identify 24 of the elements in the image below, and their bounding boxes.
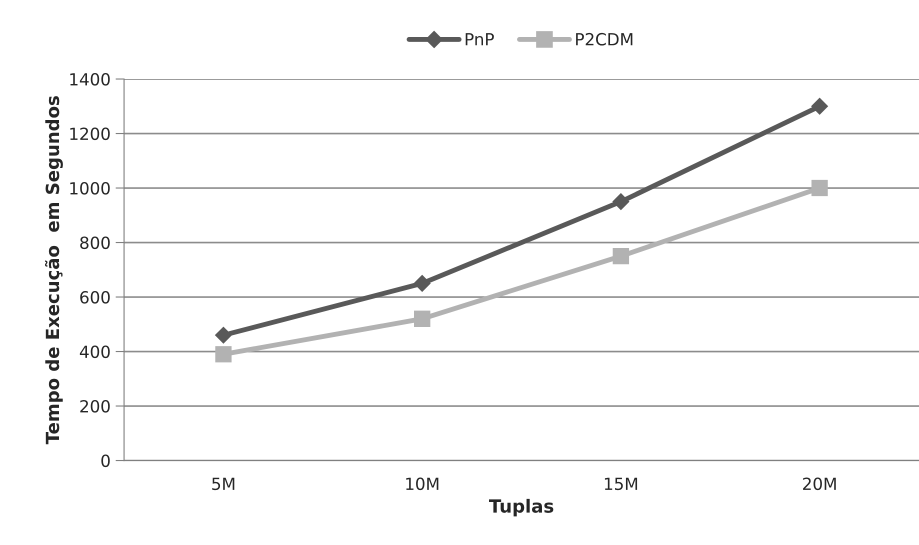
x-axis-title: Tuplas	[489, 498, 554, 516]
point	[612, 248, 630, 264]
point	[414, 310, 430, 327]
point	[811, 180, 828, 196]
y-tick-label: 400	[80, 345, 110, 358]
point	[215, 326, 232, 344]
y-tick-label: 200	[80, 400, 110, 413]
point	[811, 98, 828, 115]
point	[612, 193, 630, 210]
x-tick-label: 5M	[212, 478, 234, 490]
y-tick-label: 1000	[70, 182, 110, 195]
x-tick-label: 20M	[803, 477, 836, 490]
y-axis-title: Tempo de Execução em Segundos	[44, 96, 63, 444]
y-tick-label: 1200	[70, 127, 110, 140]
point	[215, 346, 232, 362]
y-tick-label: 600	[80, 290, 110, 304]
x-tick-label: 15M	[604, 478, 638, 490]
y-tick-label: 0	[101, 454, 110, 468]
point	[414, 275, 431, 292]
x-tick-label: 10M	[406, 477, 438, 490]
y-tick-label: 800	[80, 236, 110, 250]
y-tick-label: 1400	[70, 72, 110, 86]
legend-label: P2CDM	[576, 32, 632, 46]
legend-label: PnP	[466, 33, 494, 46]
